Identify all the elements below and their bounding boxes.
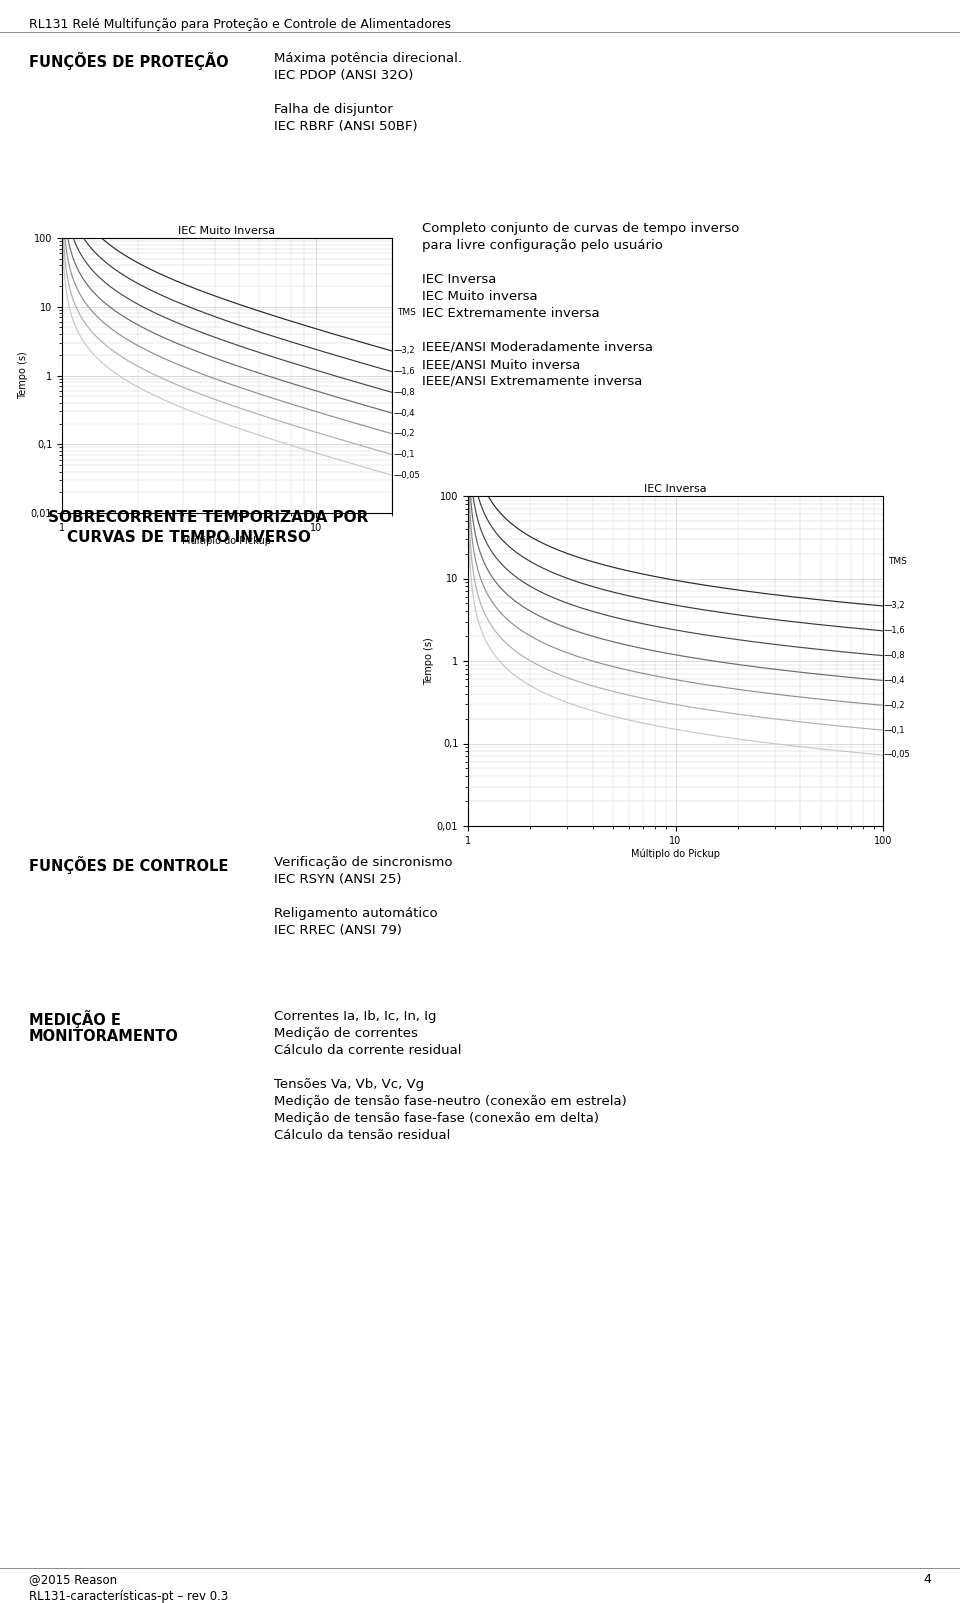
Text: —0,05: —0,05 <box>394 471 420 479</box>
Text: para livre configuração pelo usuário: para livre configuração pelo usuário <box>422 239 663 252</box>
Y-axis label: Tempo (s): Tempo (s) <box>18 351 28 399</box>
Text: RL131 Relé Multifunção para Proteção e Controle de Alimentadores: RL131 Relé Multifunção para Proteção e C… <box>29 18 451 30</box>
Text: Verificação de sincronismo: Verificação de sincronismo <box>274 856 452 869</box>
Text: SOBRECORRENTE TEMPORIZADA POR: SOBRECORRENTE TEMPORIZADA POR <box>48 510 369 526</box>
Text: IEC RREC (ANSI 79): IEC RREC (ANSI 79) <box>274 923 401 938</box>
X-axis label: Múltiplo do Pickup: Múltiplo do Pickup <box>631 848 720 859</box>
Text: —0,2: —0,2 <box>884 701 905 710</box>
Text: Cálculo da corrente residual: Cálculo da corrente residual <box>274 1044 461 1056</box>
Text: Medição de tensão fase-fase (conexão em delta): Medição de tensão fase-fase (conexão em … <box>274 1112 599 1125</box>
Text: IEEE/ANSI Extremamente inversa: IEEE/ANSI Extremamente inversa <box>422 375 643 388</box>
Text: Tensões Va, Vb, Vc, Vg: Tensões Va, Vb, Vc, Vg <box>274 1077 423 1092</box>
Text: Medição de correntes: Medição de correntes <box>274 1028 418 1040</box>
Text: MONITORAMENTO: MONITORAMENTO <box>29 1029 179 1044</box>
Text: Medição de tensão fase-neutro (conexão em estrela): Medição de tensão fase-neutro (conexão e… <box>274 1095 626 1108</box>
Title: IEC Inversa: IEC Inversa <box>644 484 707 494</box>
Text: —0,1: —0,1 <box>394 450 415 458</box>
Text: —0,8: —0,8 <box>884 651 905 660</box>
Text: —0,4: —0,4 <box>394 409 415 417</box>
Text: IEC Inversa: IEC Inversa <box>422 273 496 285</box>
Text: IEC PDOP (ANSI 32O): IEC PDOP (ANSI 32O) <box>274 69 413 82</box>
Text: Falha de disjuntor: Falha de disjuntor <box>274 103 393 115</box>
Text: —1,6: —1,6 <box>394 367 416 377</box>
Text: —3,2: —3,2 <box>884 601 905 611</box>
Text: —0,1: —0,1 <box>884 726 905 734</box>
Text: Correntes Ia, Ib, Ic, In, Ig: Correntes Ia, Ib, Ic, In, Ig <box>274 1010 436 1023</box>
Text: —3,2: —3,2 <box>394 346 416 356</box>
X-axis label: Múltiplo do Pickup: Múltiplo do Pickup <box>182 535 272 547</box>
Text: Máxima potência direcional.: Máxima potência direcional. <box>274 51 462 66</box>
Text: MEDIÇÃO E: MEDIÇÃO E <box>29 1010 121 1028</box>
Text: Completo conjunto de curvas de tempo inverso: Completo conjunto de curvas de tempo inv… <box>422 221 740 236</box>
Text: FUNÇÕES DE CONTROLE: FUNÇÕES DE CONTROLE <box>29 856 228 874</box>
Text: TMS: TMS <box>396 308 416 317</box>
Text: IEC RSYN (ANSI 25): IEC RSYN (ANSI 25) <box>274 874 401 886</box>
Text: —0,4: —0,4 <box>884 676 905 684</box>
Text: @2015 Reason: @2015 Reason <box>29 1573 117 1585</box>
Text: TMS: TMS <box>888 558 907 566</box>
Text: IEC RBRF (ANSI 50BF): IEC RBRF (ANSI 50BF) <box>274 120 418 133</box>
Text: IEEE/ANSI Muito inversa: IEEE/ANSI Muito inversa <box>422 357 581 370</box>
Text: —0,2: —0,2 <box>394 430 415 438</box>
Title: IEC Muito Inversa: IEC Muito Inversa <box>179 226 276 236</box>
Text: IEEE/ANSI Moderadamente inversa: IEEE/ANSI Moderadamente inversa <box>422 341 654 354</box>
Text: IEC Extremamente inversa: IEC Extremamente inversa <box>422 308 600 321</box>
Y-axis label: Tempo (s): Tempo (s) <box>424 636 434 684</box>
Text: —0,8: —0,8 <box>394 388 416 398</box>
Text: IEC Muito inversa: IEC Muito inversa <box>422 290 538 303</box>
Text: RL131-características-pt – rev 0.3: RL131-características-pt – rev 0.3 <box>29 1590 228 1603</box>
Text: FUNÇÕES DE PROTEÇÃO: FUNÇÕES DE PROTEÇÃO <box>29 51 228 71</box>
Text: CURVAS DE TEMPO INVERSO: CURVAS DE TEMPO INVERSO <box>67 531 311 545</box>
Text: —0,05: —0,05 <box>884 750 910 760</box>
Text: Cálculo da tensão residual: Cálculo da tensão residual <box>274 1129 450 1141</box>
Text: Religamento automático: Religamento automático <box>274 907 437 920</box>
Text: 4: 4 <box>924 1573 931 1585</box>
Text: —1,6: —1,6 <box>884 627 905 635</box>
